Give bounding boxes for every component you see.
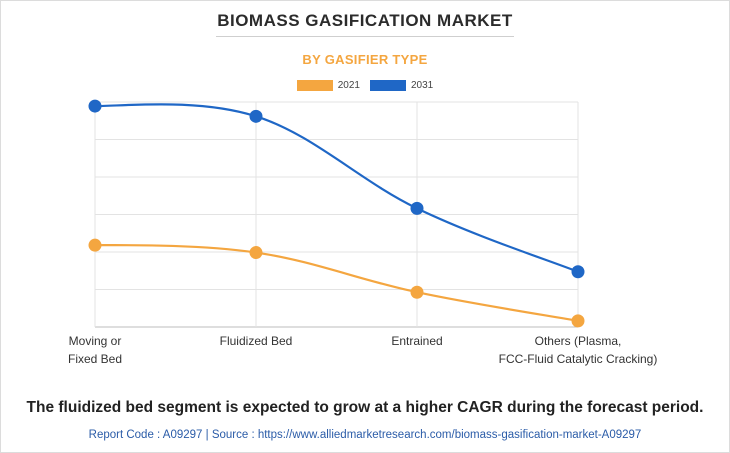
data-point-2031-3[interactable] — [571, 265, 585, 279]
source-footer: Report Code : A09297 | Source : https://… — [88, 429, 642, 441]
data-point-2031-0[interactable] — [88, 99, 102, 113]
data-point-2021-3[interactable] — [571, 314, 585, 328]
legend-item-2031[interactable]: 2031 — [370, 80, 433, 91]
data-point-2021-2[interactable] — [410, 285, 424, 299]
legend-swatch-2031 — [370, 80, 406, 91]
x-tick-label: Fixed Bed — [68, 352, 122, 366]
line-chart: Moving or Fixed Bed Fluidized Bed Entrained… — [68, 99, 658, 366]
data-point-2021-1[interactable] — [249, 246, 263, 260]
data-point-2021-0[interactable] — [88, 238, 102, 252]
series-line-2021 — [94, 244, 579, 322]
legend-label-2021: 2021 — [337, 80, 360, 91]
chart-subtitle: BY GASIFIER TYPE — [302, 52, 428, 67]
x-tick-label: Moving or — [69, 334, 122, 348]
legend-label-2031: 2031 — [411, 80, 434, 91]
chart-legend: 2021 2031 — [0, 80, 730, 91]
x-tick-label: Entrained — [391, 334, 442, 348]
x-tick-label: Fluidized Bed — [220, 334, 293, 348]
title-divider — [216, 36, 514, 37]
series-line-2031 — [94, 103, 579, 273]
chart-title: BIOMASS GASIFICATION MARKET — [217, 11, 513, 30]
data-point-2031-2[interactable] — [410, 201, 424, 215]
x-tick-label: Others (Plasma, — [535, 334, 622, 348]
legend-item-2021[interactable]: 2021 — [296, 80, 360, 91]
x-tick-label: FCC-Fluid Catalytic Cracking) — [499, 352, 658, 366]
legend-swatch-2021 — [296, 80, 333, 91]
data-point-2031-1[interactable] — [249, 109, 263, 123]
headline-text: The fluidized bed segment is expected to… — [26, 399, 704, 416]
